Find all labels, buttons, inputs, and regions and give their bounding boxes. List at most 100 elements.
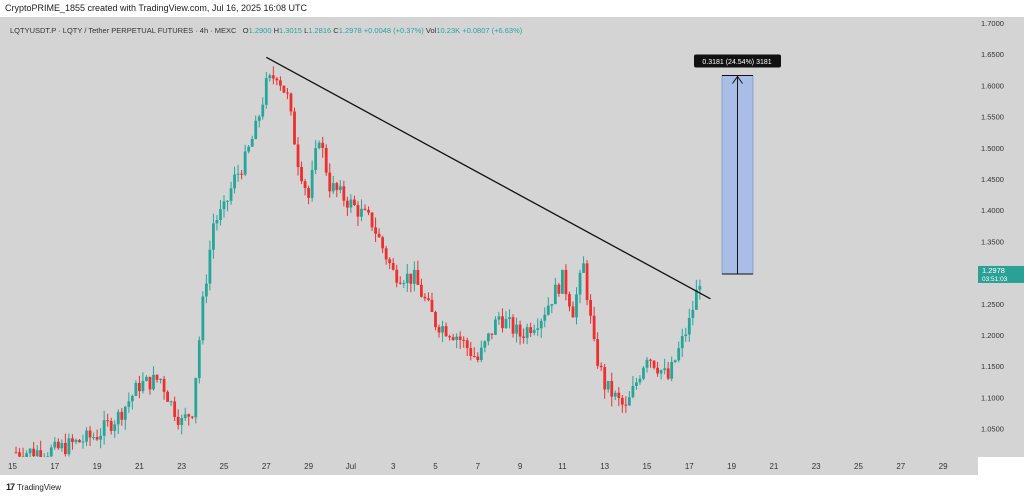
- price-tick-label: 1.4500: [981, 175, 1004, 184]
- candle-body: [557, 284, 561, 294]
- candle-body: [85, 430, 88, 442]
- time-tick-label: 21: [769, 462, 778, 471]
- candle-body: [645, 359, 649, 368]
- projection-label: 0.3181 (24.54%) 3181: [702, 59, 771, 66]
- time-tick-label: 3: [391, 462, 396, 471]
- high-label: H: [273, 26, 280, 35]
- candle-body: [335, 183, 339, 190]
- candle-body: [342, 186, 346, 201]
- candle-body: [229, 188, 233, 201]
- candle-body: [627, 397, 631, 406]
- candle-body: [32, 448, 36, 457]
- candle-body: [159, 378, 162, 380]
- candle-body: [187, 414, 191, 417]
- chart-plot-area[interactable]: 0.3181 (24.54%) 3181: [0, 17, 978, 469]
- candle-body: [483, 341, 487, 348]
- candle-body: [441, 326, 444, 333]
- time-tick-label: 9: [518, 462, 523, 471]
- candle-body: [666, 368, 670, 379]
- candle-body: [515, 324, 518, 334]
- candle-body: [578, 272, 582, 295]
- candle-body: [130, 395, 134, 402]
- candle-body: [222, 201, 226, 210]
- candle-body: [162, 378, 166, 392]
- candle-body: [603, 367, 607, 390]
- candle-body: [289, 93, 293, 112]
- candle-body: [152, 374, 155, 390]
- time-tick-label: 29: [304, 462, 313, 471]
- time-axis[interactable]: 15 17 19 21 23 25 27 29 Jul 3 5 7 9 11 13 15 17 19 21 23 25 2…: [0, 457, 978, 475]
- candle-body: [677, 348, 681, 361]
- candle-body: [430, 299, 434, 312]
- candle-body: [543, 314, 547, 321]
- candle-body: [282, 85, 286, 93]
- close-label: C: [333, 26, 339, 35]
- candle-body: [451, 337, 455, 340]
- candle-body: [455, 336, 459, 340]
- candle-body: [508, 317, 511, 319]
- time-axis-svg[interactable]: 15 17 19 21 23 25 27 29 Jul 3 5 7 9 11 13 15 17 19 21 23 25 2…: [0, 457, 978, 475]
- candle-body: [173, 401, 177, 417]
- candle-body: [39, 450, 43, 460]
- candle-body: [405, 273, 409, 284]
- time-tick-label: 25: [854, 462, 863, 471]
- price-axis-svg[interactable]: 1.7000 1.6500 1.6000 1.5500 1.5000 1.4500 1.40…: [978, 17, 1024, 465]
- candle-body: [243, 151, 247, 175]
- candle-body: [416, 269, 420, 285]
- candle-body: [166, 391, 169, 402]
- price-tick-label: 1.1500: [981, 362, 1004, 371]
- countdown-label: 03:51:03: [982, 276, 1008, 283]
- price-tick-label: 1.1000: [981, 393, 1004, 402]
- candle-body: [437, 327, 441, 333]
- time-tick-label: 5: [433, 462, 438, 471]
- candle-body: [81, 441, 85, 443]
- candle-body: [694, 289, 698, 310]
- candle-body: [240, 173, 244, 175]
- candle-body: [109, 421, 113, 431]
- candle-body: [624, 404, 628, 406]
- current-price-label: 1.2978: [982, 266, 1005, 275]
- price-axis[interactable]: 1.7000 1.6500 1.6000 1.5500 1.5000 1.4500 1.40…: [978, 17, 1024, 465]
- candle-body: [95, 437, 99, 440]
- candle-body: [194, 378, 198, 418]
- candle-body: [585, 263, 589, 301]
- candle-body: [575, 294, 578, 318]
- candle-body: [116, 411, 120, 425]
- candle-body: [631, 385, 635, 398]
- candle-body: [300, 166, 303, 182]
- candle-body: [63, 442, 67, 455]
- tradingview-logo[interactable]: 17 TradingView: [6, 482, 61, 492]
- symbol-label: LQTYUSDT.P · LQTY / Tether PERPETUAL FUT…: [10, 26, 237, 35]
- volume-value: 10.23K: [436, 26, 461, 35]
- time-tick-label: Jul: [346, 462, 356, 471]
- candle-body: [331, 183, 335, 192]
- candle-body: [254, 120, 258, 139]
- candle-body: [384, 248, 388, 260]
- candle-body: [511, 317, 515, 334]
- candle-body: [434, 311, 437, 328]
- candle-body: [652, 360, 656, 368]
- candle-body: [606, 380, 610, 390]
- open-value: 1.2900: [248, 26, 272, 35]
- candle-body: [74, 439, 78, 443]
- candle-body: [536, 328, 540, 330]
- price-tick-label: 1.0000: [981, 456, 1004, 457]
- low-label: L: [304, 26, 309, 35]
- candle-body: [490, 333, 494, 335]
- candle-body: [314, 148, 318, 170]
- open-label: O: [242, 26, 249, 35]
- candle-body: [78, 439, 81, 443]
- candle-body: [268, 75, 272, 79]
- candle-body: [388, 259, 392, 264]
- candle-body: [670, 361, 674, 379]
- candle-body: [155, 374, 159, 380]
- candle-body: [25, 453, 28, 460]
- candle-body: [307, 188, 310, 198]
- candle-body: [49, 447, 53, 457]
- price-chart[interactable]: 0.3181 (24.54%) 3181: [0, 17, 978, 469]
- candle-body: [539, 320, 543, 329]
- candle-body: [412, 269, 416, 284]
- time-tick-label: 23: [177, 462, 186, 471]
- candle-body: [219, 209, 222, 221]
- candle-body: [649, 359, 652, 361]
